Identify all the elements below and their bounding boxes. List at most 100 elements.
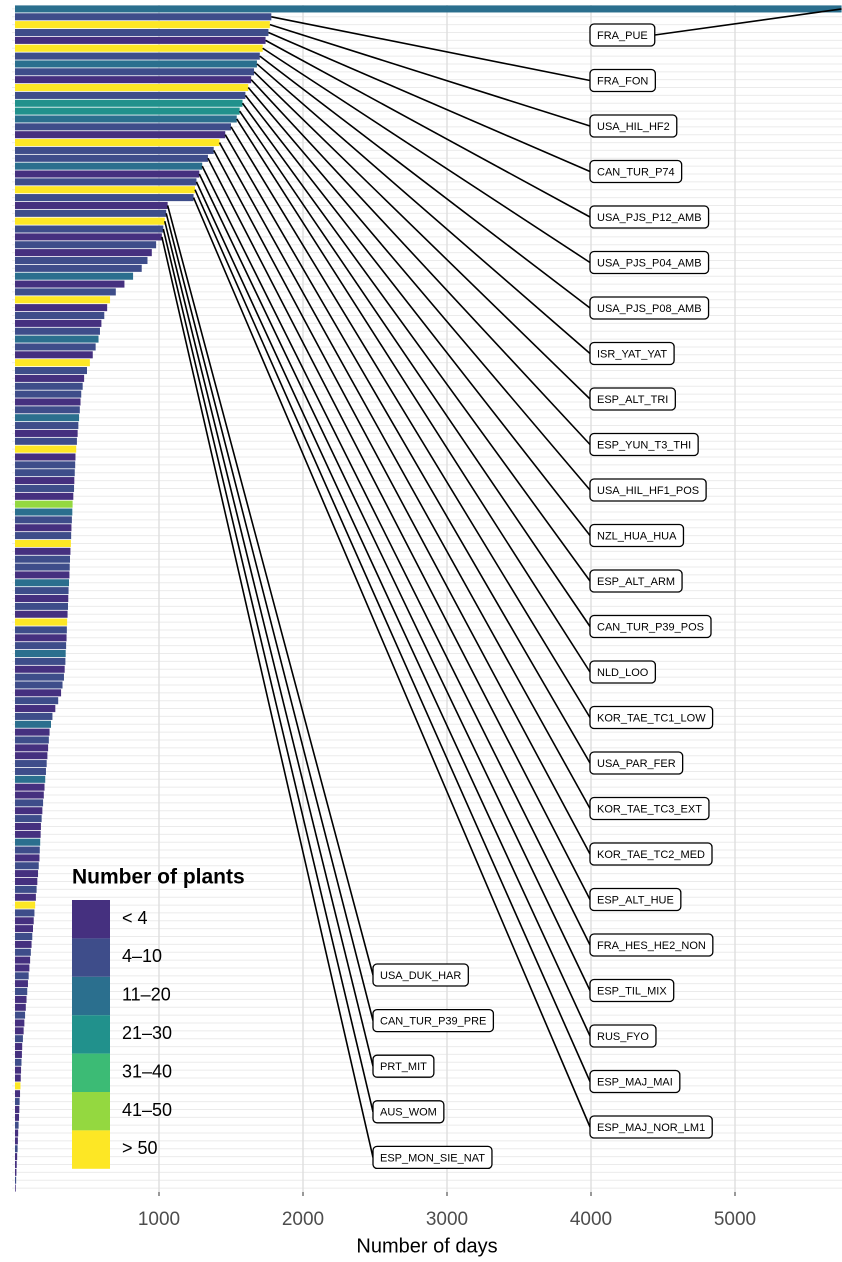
label-box [589,887,682,912]
leader-line [256,63,591,355]
legend-label: 4–10 [122,946,162,966]
bar [15,186,196,194]
label-box [589,1069,681,1094]
leader-line [161,236,374,1158]
bar [15,524,72,532]
bar [15,563,70,571]
bar [15,359,90,367]
bar [15,964,30,972]
row-label-text: ESP_MAJ_NOR_LM1 [597,1122,705,1134]
label-box [589,705,714,730]
leader-line [198,173,591,991]
bar [15,390,82,398]
bar [15,131,226,139]
row-label: PRT_MIT [163,220,435,1078]
row-label: ESP_MAJ_NOR_LM1 [192,197,713,1139]
row-label: ESP_ALT_TRI [253,71,676,411]
bar [15,351,93,359]
bar [15,343,96,351]
bar [15,139,220,147]
bar [15,5,842,13]
bar [15,587,69,595]
bar [15,1090,21,1098]
legend: Number of plants < 4 4–10 11–20 21–30 31–40 4… [72,866,245,1169]
row-label-text: NLD_LOO [597,667,649,679]
bar [15,406,80,414]
bar [15,767,46,775]
bar [15,36,266,44]
bar [15,1184,16,1192]
bar [15,752,48,760]
bar [15,1160,17,1169]
row-label-text: USA_PJS_P04_AMB [597,257,702,269]
x-tick-label: 4000 [570,1209,612,1230]
x-axis-title: Number of days [356,1235,497,1257]
row-label: USA_HIL_HF2 [269,23,678,138]
leader-line [250,79,591,446]
row-label: USA_HIL_HF1_POS [247,87,707,502]
bar [15,673,64,681]
label-box [589,660,657,684]
bar [15,429,78,437]
bar [15,893,36,901]
bar [15,649,66,658]
x-tick-label: 1000 [138,1209,180,1230]
leader-line [195,181,591,1037]
bar [15,626,67,634]
bar [15,99,243,107]
row-label: USA_PJS_P04_AMB [262,47,710,275]
label-box [589,1115,713,1139]
row-label: USA_DUK_HAR [166,205,469,987]
row-label-text: USA_HIL_HF1_POS [597,485,699,497]
bar [15,225,164,233]
bar [15,484,75,492]
leader-line [259,55,591,309]
bar [15,249,152,257]
bar [15,68,255,76]
row-label-text: ESP_ALT_ARM [597,576,675,588]
label-box [589,751,684,775]
row-label-text: CAN_TUR_P39_POS [597,621,704,633]
bar [15,1003,26,1011]
leader-line [268,31,591,173]
bar [15,885,37,893]
legend-label: 11–20 [122,985,171,1005]
bar [15,1129,19,1137]
bar [15,775,46,783]
bar [15,1153,18,1161]
label-box [589,68,656,93]
row-label: USA_PJS_P12_AMB [265,39,710,229]
bar [15,539,71,548]
label-box [589,432,699,457]
bar [15,956,31,964]
bar [15,602,68,610]
bar [15,932,33,941]
legend-label: < 4 [122,908,148,928]
bar [15,783,45,791]
row-label: FRA_PUE [589,8,842,47]
leader-line [654,8,842,36]
label-box [589,1024,657,1048]
bar [15,791,44,799]
bar [15,1121,19,1129]
bar [15,815,42,823]
row-label-text: ESP_MON_SIE_NAT [380,1152,485,1164]
bar [15,170,200,178]
bar [15,917,34,925]
bar [15,547,71,555]
bar [15,115,237,123]
row-label-text: ESP_ALT_TRI [597,394,668,406]
bar [15,555,71,563]
bar [15,610,68,618]
bar [15,1113,20,1121]
label-box [372,1100,445,1124]
row-label-text: USA_HIL_HF2 [597,121,670,133]
bar [15,146,214,154]
legend-swatch [72,938,110,977]
bar [15,909,35,917]
bar [15,52,260,60]
bar [15,799,44,807]
label-box [589,478,707,502]
bar [15,736,49,744]
